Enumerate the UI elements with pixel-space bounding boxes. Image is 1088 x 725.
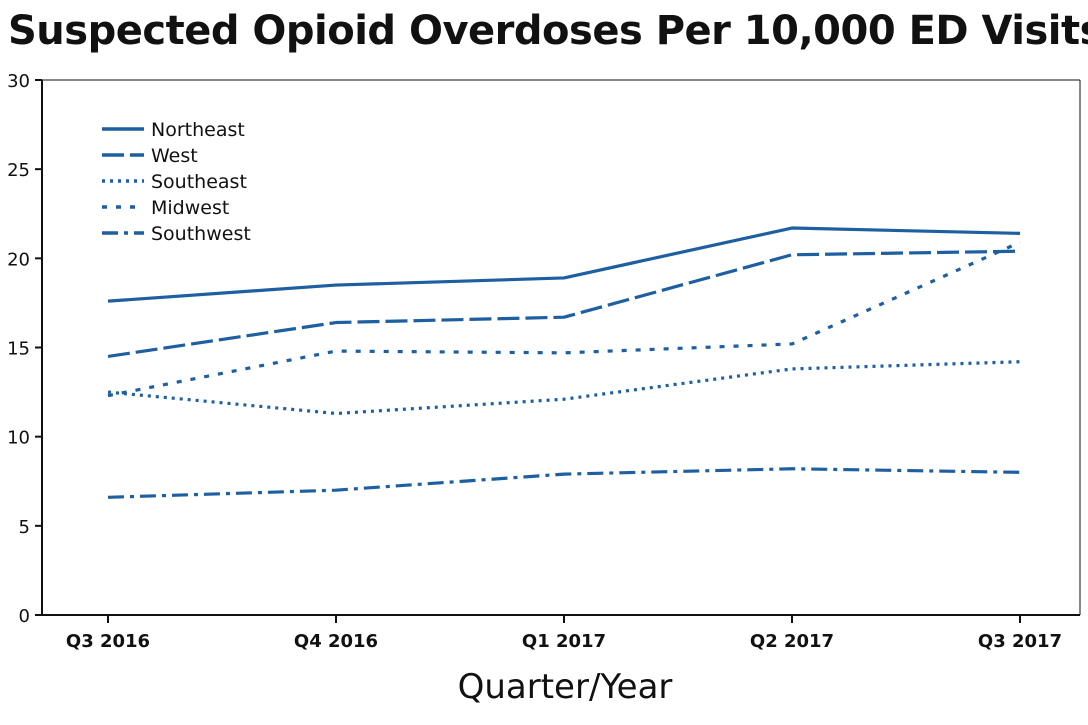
- series-line-southeast: [107, 360, 1021, 416]
- y-tick-label: 0: [19, 606, 30, 627]
- x-tick-label: Q3 2016: [66, 631, 150, 652]
- series-layer: [107, 226, 1021, 499]
- legend-label-northeast: Northeast: [151, 119, 245, 141]
- series-line-west: [107, 249, 1021, 358]
- y-tick-label: 30: [7, 71, 30, 92]
- legend-label-midwest: Midwest: [151, 197, 229, 219]
- y-tick-label: 15: [7, 339, 30, 360]
- legend-label-southwest: Southwest: [151, 223, 251, 245]
- x-tick-label: Q3 2017: [978, 631, 1062, 652]
- series-line-southwest: [107, 467, 1021, 499]
- legend: Northeast West Southeast Midwest Southwest: [102, 119, 251, 245]
- legend-label-west: West: [151, 145, 198, 167]
- y-tick-label: 25: [7, 160, 30, 181]
- y-tick-label: 10: [7, 428, 30, 449]
- x-tick-label: Q4 2016: [294, 631, 378, 652]
- x-tick-label: Q1 2017: [522, 631, 606, 652]
- axes: 0 5 10 15 20 25 30 Q3 2016 Q4 2016 Q1 2017 Q2 2017…: [7, 71, 1081, 652]
- y-tick-label: 5: [19, 517, 30, 538]
- series-line-northeast: [107, 226, 1021, 303]
- chart-title: Suspected Opioid Overdoses Per 10,000 ED…: [8, 8, 1088, 54]
- series-line-midwest: [107, 240, 1021, 398]
- y-tick-label: 20: [7, 249, 30, 270]
- legend-label-southeast: Southeast: [151, 171, 247, 193]
- x-tick-label: Q2 2017: [750, 631, 834, 652]
- x-axis-title: Quarter/Year: [458, 667, 673, 707]
